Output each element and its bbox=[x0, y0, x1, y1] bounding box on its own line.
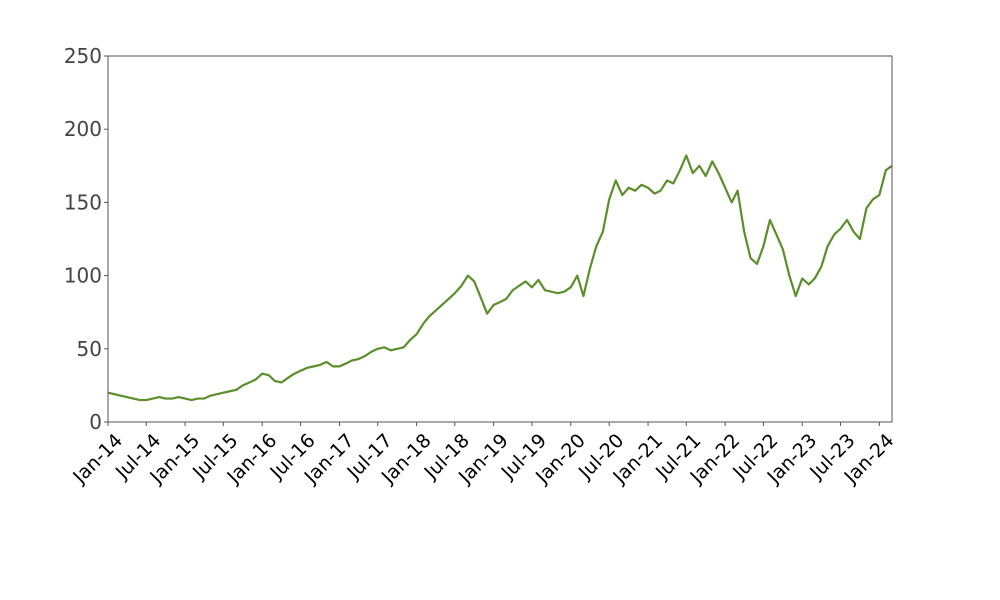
plot-frame bbox=[107, 55, 893, 423]
y-tick-label: 50 bbox=[77, 337, 102, 361]
series-line bbox=[107, 154, 893, 402]
y-axis: 0 50 100 150 200 250 bbox=[64, 44, 108, 434]
series-layer bbox=[107, 154, 893, 402]
y-tick-label: 150 bbox=[64, 190, 102, 214]
x-axis: Jan-14Jul-14Jan-15Jul-15Jan-16Jul-16Jan-… bbox=[68, 422, 898, 489]
y-tick-label: 100 bbox=[64, 264, 102, 288]
x-tick-label: Jan-14 bbox=[68, 430, 127, 489]
y-tick-label: 200 bbox=[64, 117, 102, 141]
y-tick-label: 0 bbox=[89, 410, 102, 434]
y-tick-label: 250 bbox=[64, 44, 102, 68]
